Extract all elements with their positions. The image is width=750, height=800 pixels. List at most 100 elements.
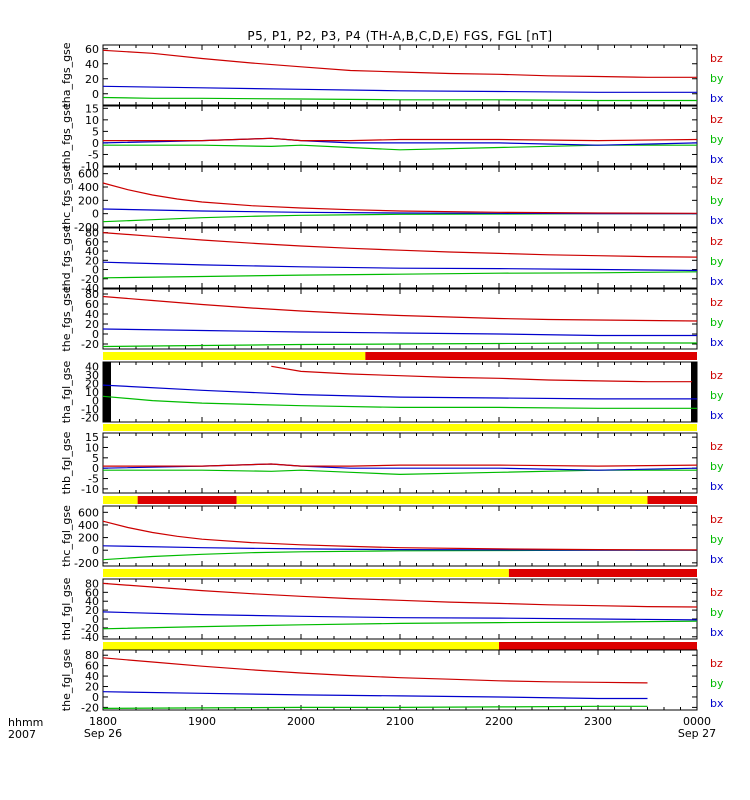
- y-tick-label: 40: [85, 308, 99, 321]
- series-line-by: [102, 213, 697, 223]
- panel-thc_fgs_gse: [102, 166, 698, 228]
- y-tick-label: 0: [92, 208, 99, 221]
- state-bar-segment: [508, 569, 697, 577]
- y-tick-label: -5: [88, 148, 99, 161]
- panel-thb_fgs_gse: [102, 105, 698, 167]
- panel-frame: [102, 44, 698, 106]
- series-label-bx: bx: [710, 336, 724, 349]
- series-line-bz: [102, 49, 697, 78]
- series-label-by: by: [710, 533, 724, 546]
- series-label-bx: bx: [710, 553, 724, 566]
- y-tick-label: 0: [92, 462, 99, 475]
- x-tick-label: 2100: [386, 715, 414, 728]
- series-label-by: by: [710, 606, 724, 619]
- x-tick-label: 0000: [683, 715, 711, 728]
- y-tick-label: -5: [88, 473, 99, 486]
- y-tick-label: 20: [85, 604, 99, 617]
- series-line-bz: [271, 365, 692, 383]
- series-line-bx: [102, 328, 697, 337]
- series-line-by: [102, 620, 698, 630]
- y-tick-label: -40: [81, 631, 99, 644]
- series-label-bz: bz: [710, 586, 723, 599]
- series-line-bx: [102, 691, 648, 700]
- series-label-bz: bz: [710, 657, 723, 670]
- series-label-bz: bz: [710, 174, 723, 187]
- y-tick-label: 5: [92, 125, 99, 138]
- y-tick-label: 20: [85, 254, 99, 267]
- series-label-bz: bz: [710, 296, 723, 309]
- state-bar-segment: [499, 642, 697, 650]
- panel-frame: [102, 578, 698, 640]
- chart-title: P5, P1, P2, P3, P4 (TH-A,B,C,D,E) FGS, F…: [247, 29, 553, 43]
- y-tick-label: 80: [85, 227, 99, 240]
- y-axis-label: thc_fgs_gse: [60, 165, 73, 230]
- y-tick-label: 80: [85, 577, 99, 590]
- state-bar-segment: [103, 642, 499, 650]
- x-tick-label: 2300: [584, 715, 612, 728]
- series-line-bx: [102, 545, 697, 551]
- series-label-bx: bx: [710, 153, 724, 166]
- series-label-bx: bx: [710, 214, 724, 227]
- y-tick-label: 60: [85, 236, 99, 249]
- y-tick-label: 20: [85, 377, 99, 390]
- series-label-bx: bx: [710, 92, 724, 105]
- panel-frame: [102, 288, 698, 350]
- panel-thb_fgl_gse: [102, 432, 698, 494]
- series-line-bx: [102, 384, 697, 400]
- panel-tha_fgl_gse: [102, 361, 698, 423]
- y-tick-label: 0: [92, 137, 99, 150]
- series-label-by: by: [710, 255, 724, 268]
- series-label-by: by: [710, 72, 724, 85]
- y-tick-label: -10: [81, 483, 99, 496]
- state-bar-segment: [103, 496, 138, 504]
- y-tick-label: 0: [92, 328, 99, 341]
- series-label-bx: bx: [710, 480, 724, 493]
- series-line-by: [102, 395, 697, 409]
- series-label-bz: bz: [710, 113, 723, 126]
- series-line-by: [102, 96, 697, 102]
- series-label-by: by: [710, 316, 724, 329]
- series-label-bx: bx: [710, 626, 724, 639]
- panel-tha_fgs_gse: [102, 44, 698, 106]
- panel-frame: [102, 505, 698, 567]
- state-bar-segment: [365, 352, 697, 360]
- y-axis-label: the_fgl_gse: [60, 649, 73, 712]
- y-tick-label: 80: [85, 649, 99, 662]
- panel-frame: [102, 361, 698, 423]
- x-tick-label: 1800: [89, 715, 117, 728]
- series-line-bz: [103, 137, 698, 142]
- series-line-by: [102, 342, 697, 348]
- y-tick-label: 20: [85, 73, 99, 86]
- y-axis-label: tha_fgs_gse: [60, 42, 73, 107]
- x-axis-left-label-year: 2007: [8, 728, 36, 741]
- y-tick-label: 40: [85, 245, 99, 258]
- y-tick-label: 20: [85, 681, 99, 694]
- y-axis-label: the_fgs_gse: [60, 286, 73, 351]
- panel-the_fgs_gse: [102, 288, 698, 350]
- panel-thc_fgl_gse: [102, 505, 698, 567]
- series-line-bz: [103, 463, 698, 467]
- y-tick-label: 40: [85, 58, 99, 71]
- series-line-bx: [102, 85, 697, 93]
- series-line-bz: [102, 295, 698, 322]
- series-line-by: [103, 144, 697, 151]
- series-line-bz: [102, 520, 698, 551]
- series-line-bx: [102, 261, 698, 272]
- y-tick-label: 600: [78, 506, 99, 519]
- series-label-bz: bz: [710, 235, 723, 248]
- state-bar-segment: [103, 424, 697, 431]
- series-label-by: by: [710, 194, 724, 207]
- y-tick-label: 0: [92, 264, 99, 277]
- y-tick-label: 200: [78, 194, 99, 207]
- y-tick-label: 200: [78, 532, 99, 545]
- y-tick-label: -10: [81, 403, 99, 416]
- series-label-bz: bz: [710, 369, 723, 382]
- series-label-bx: bx: [710, 409, 724, 422]
- y-tick-label: 10: [85, 114, 99, 127]
- y-tick-label: 60: [85, 586, 99, 599]
- x-tick-date-label: Sep 27: [678, 727, 716, 740]
- series-line-bx: [102, 208, 697, 215]
- panel-frame: [102, 105, 698, 167]
- series-line-bz: [102, 182, 698, 214]
- y-tick-label: -10: [81, 160, 99, 173]
